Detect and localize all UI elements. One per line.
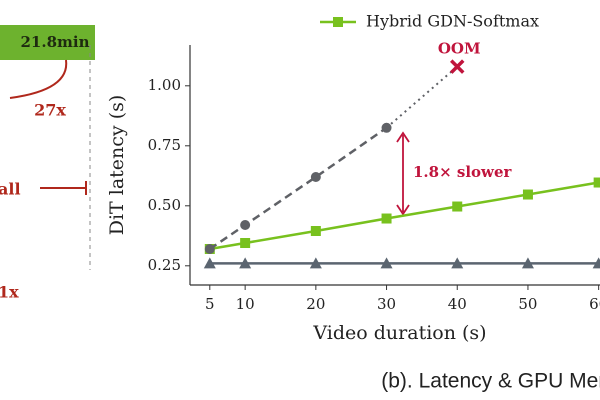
slowdown-label: 1.8× slower [413,163,512,181]
oom-marker [450,59,465,74]
ratio-arrow [9,59,68,99]
oom-extension [385,65,458,129]
side-label: all [0,180,21,199]
x-tick-label: 20 [306,295,325,313]
x-tick-label: 50 [518,295,537,313]
marker [239,257,252,269]
x-tick-label: 30 [377,295,396,313]
marker [593,177,600,188]
ratio-label: 27x [34,101,66,120]
marker [522,189,533,200]
marker [240,220,251,230]
y-tick-label: 0.75 [148,136,181,154]
marker [452,201,463,212]
oom-label: OOM [438,40,481,58]
marker [451,257,464,269]
y-tick-label: 0.25 [148,256,181,274]
y-tick-label: 0.50 [148,196,181,214]
marker [592,257,600,269]
caption: (b). Latency & GPU Memory [381,370,600,393]
marker [310,172,321,182]
marker [381,122,392,133]
marker [380,257,393,269]
x-axis-label: Video duration (s) [312,322,486,344]
y-tick-label: 1.00 [148,76,181,94]
marker [240,238,251,248]
y-axis-label: DiT latency (s) [106,95,128,236]
bar-label: 21.8min [20,33,89,51]
marker [310,226,321,236]
marker [204,244,215,254]
marker [521,257,534,269]
slowdown-arrowheads [396,131,410,216]
legend-label: Hybrid GDN-Softmax [366,12,539,31]
series-line [209,126,388,251]
marker [381,213,392,224]
left-bar [0,25,95,60]
x-tick-label: 5 [205,295,215,313]
bottom-label: 1x [0,283,19,302]
x-tick-label: 40 [448,295,467,313]
x-tick-label: 10 [236,295,255,313]
series-line [209,181,599,251]
x-tick-label: 60 [589,295,600,313]
marker [309,257,322,269]
marker [203,257,216,269]
marker [333,17,343,27]
